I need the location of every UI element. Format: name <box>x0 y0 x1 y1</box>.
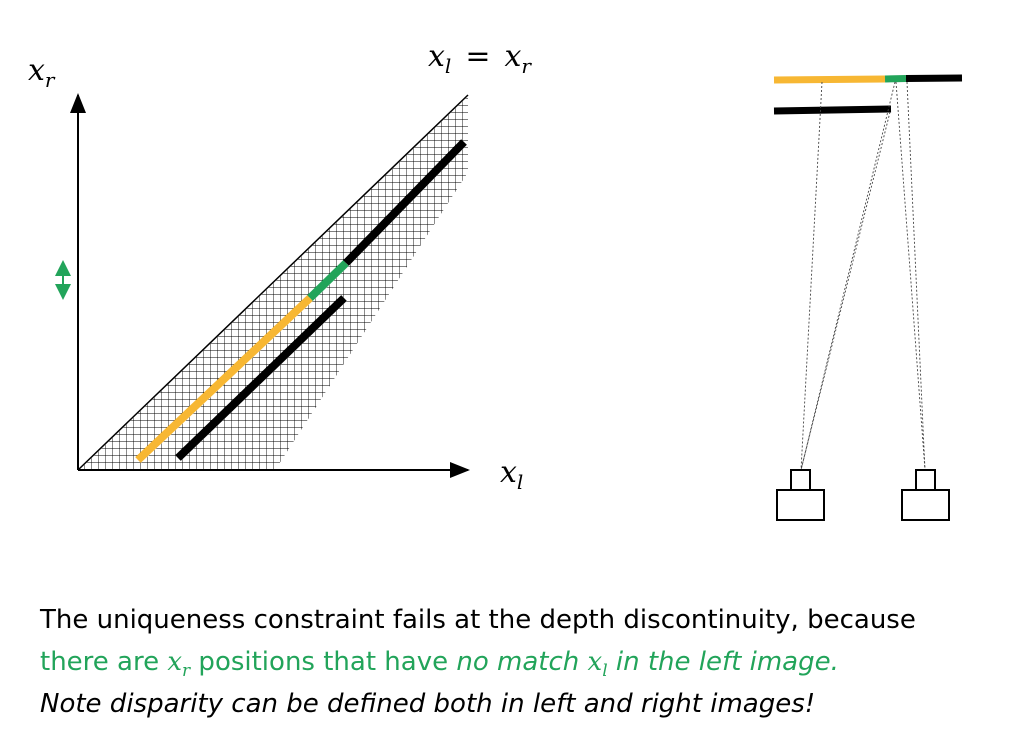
x-axis-label: xl <box>500 455 523 494</box>
black-upper-correspondence-line <box>343 139 467 266</box>
black-lower-correspondence-line <box>175 295 347 461</box>
foreground-surface-green <box>884 75 907 83</box>
left-camera-icon <box>776 469 825 521</box>
y-axis-label: xr <box>28 53 56 92</box>
green-correspondence-line <box>307 260 349 301</box>
caption-line-3: Note disparity can be defined both in le… <box>40 689 816 719</box>
diagonal-equation: xl = xr <box>428 39 532 78</box>
stereo-matching-diagram: xl = xr xr xl <box>28 39 963 521</box>
caption-line-1: The uniqueness constraint fails at the d… <box>40 605 916 635</box>
background-surface <box>773 105 892 115</box>
foreground-surface-black <box>905 74 963 82</box>
diagonal-line <box>77 94 469 471</box>
orange-correspondence-line <box>135 295 313 463</box>
right-camera-icon <box>901 469 950 521</box>
caption-line-2: there are xr positions that have no matc… <box>40 647 839 682</box>
foreground-surface-orange <box>773 75 886 84</box>
sight-lines <box>800 81 926 471</box>
